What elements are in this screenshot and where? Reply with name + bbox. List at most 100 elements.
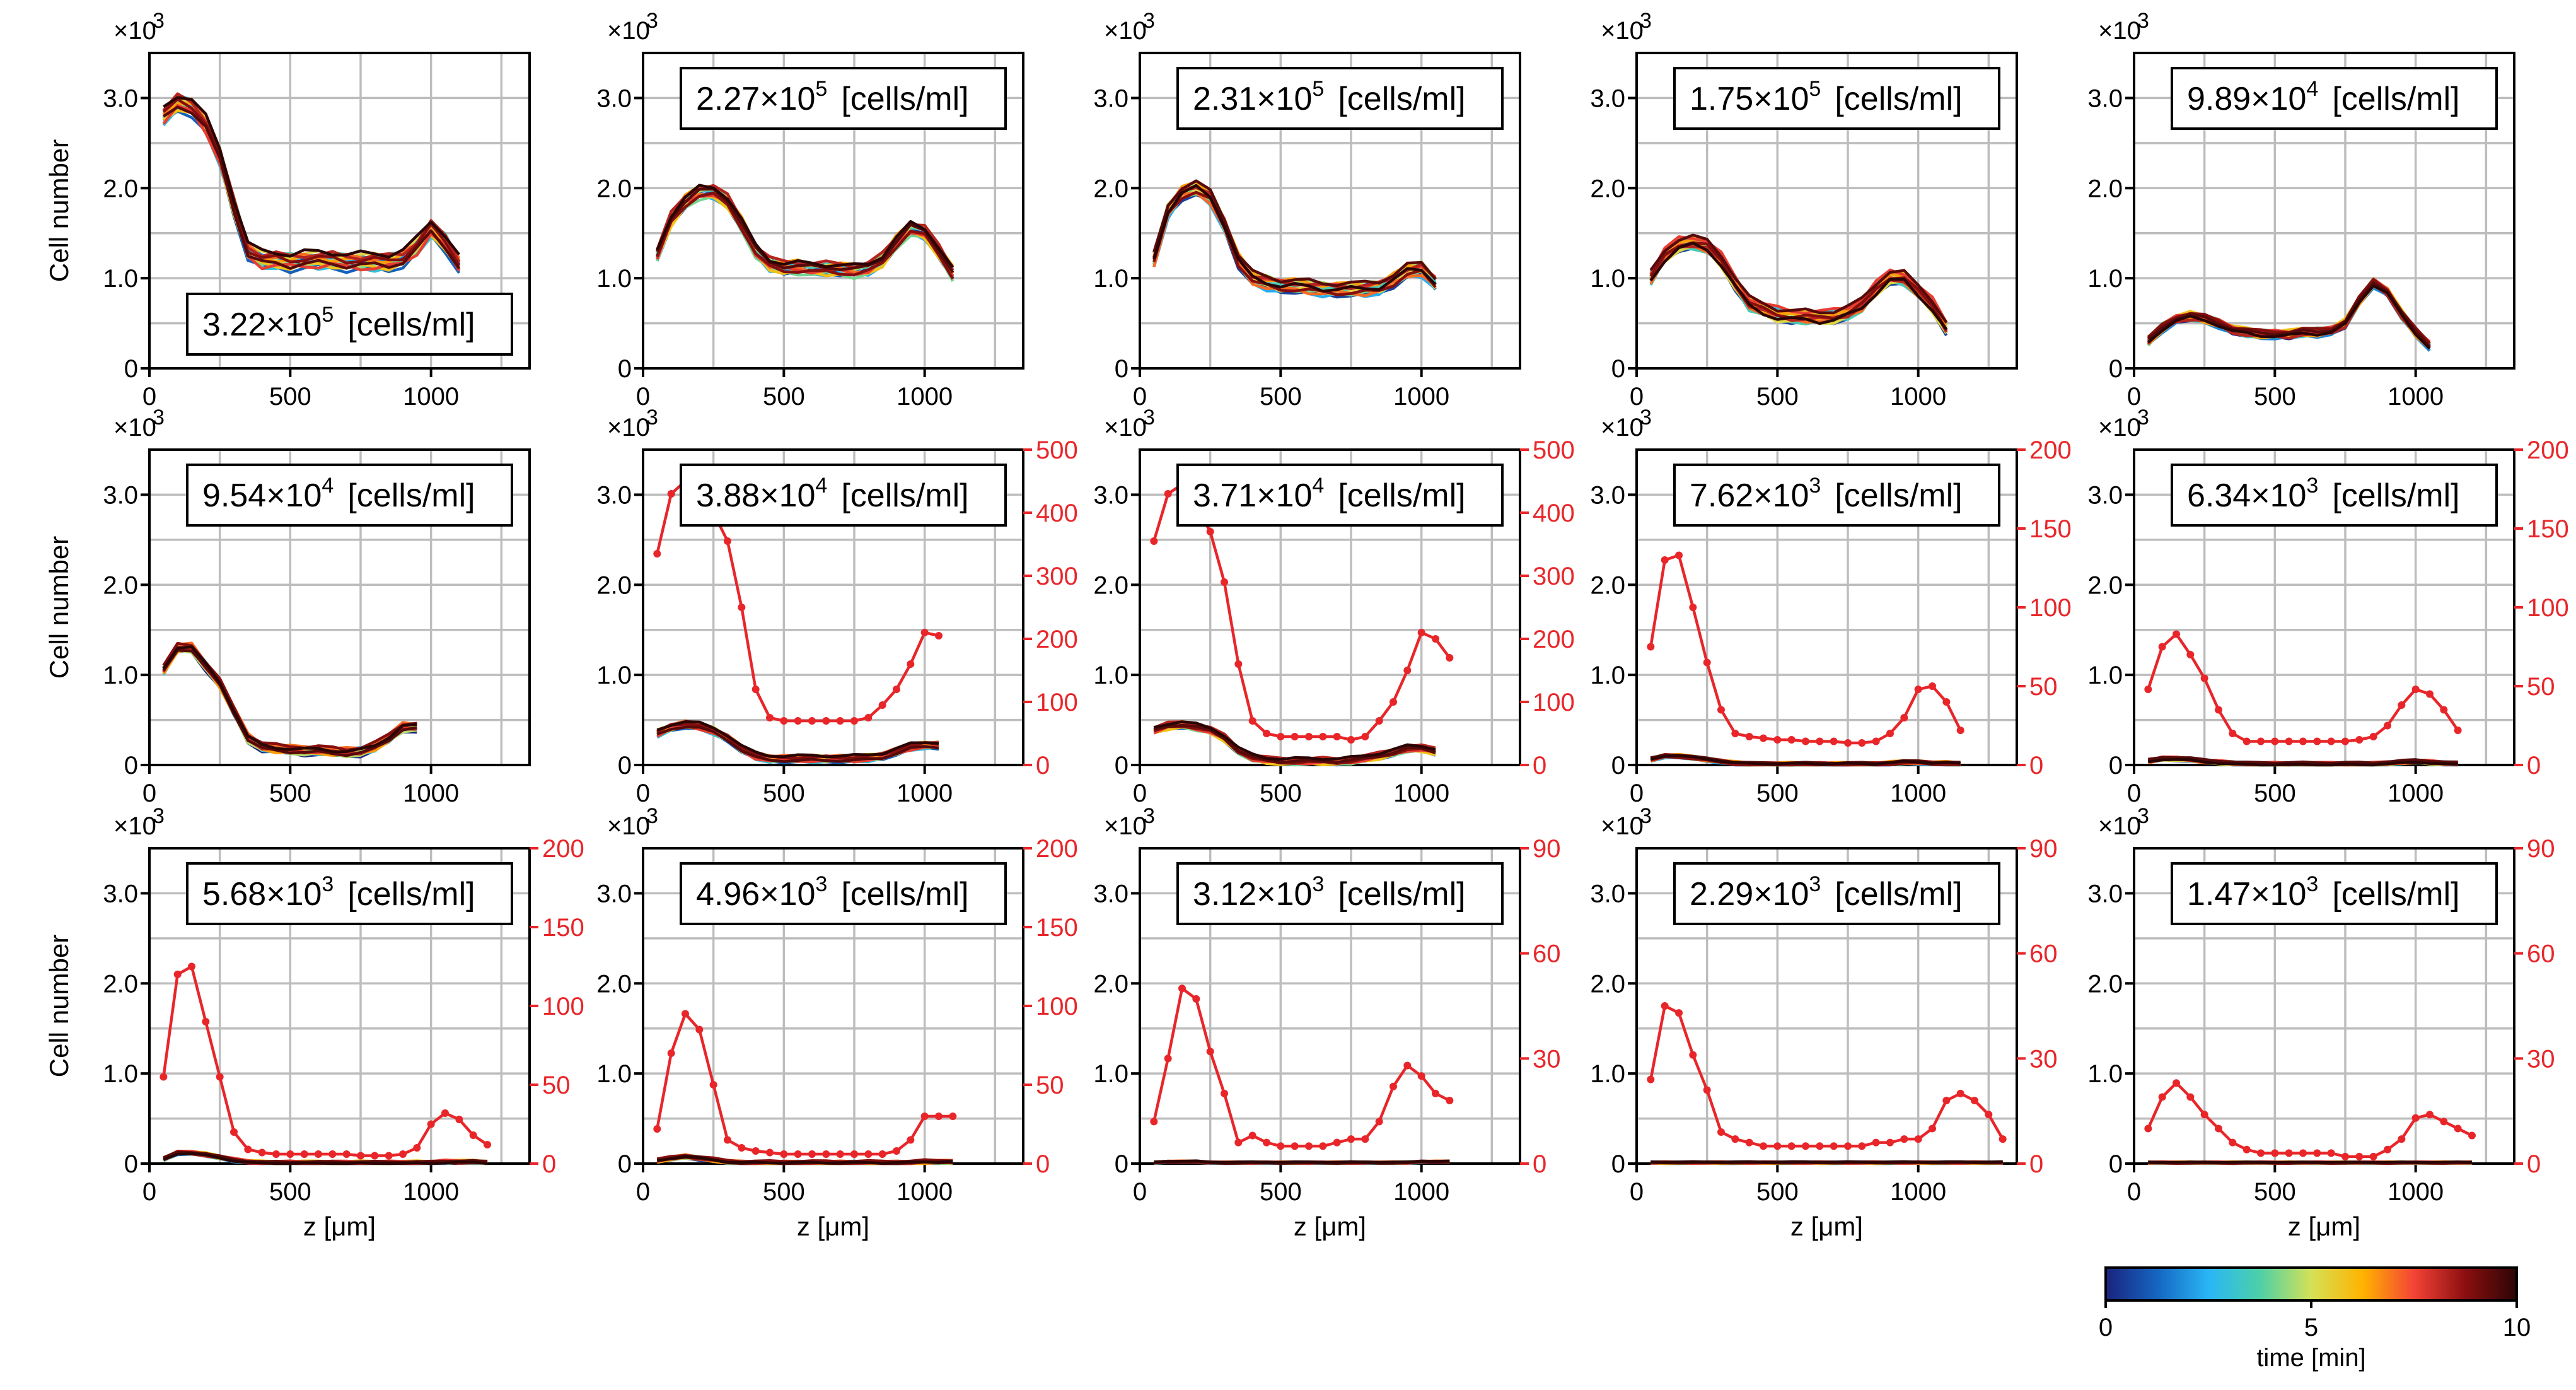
y-tick-label: 0	[124, 355, 138, 383]
red-series-point	[667, 1049, 675, 1057]
red-series-point	[1816, 737, 1824, 745]
red-series-point	[780, 1150, 788, 1158]
x-tick-label: 500	[763, 780, 805, 807]
red-series-point	[1971, 1097, 1978, 1104]
red-series-point	[1263, 1138, 1270, 1147]
x-tick-label: 500	[1756, 780, 1799, 807]
y-scale-exponent: 3	[646, 9, 658, 33]
y-scale-label: ×10	[1601, 812, 1644, 840]
y2-tick-label: 200	[2527, 436, 2569, 464]
x-tick-label: 0	[636, 780, 650, 807]
y-scale-exponent: 3	[153, 804, 165, 828]
concentration-label-box	[186, 464, 513, 527]
red-series-point	[878, 1150, 886, 1158]
x-tick-label: 0	[142, 1178, 156, 1206]
concentration-mantissa: 7.62×10	[1690, 477, 1809, 514]
concentration-exponent: 5	[1312, 77, 1324, 101]
concentration-exponent: 3	[2306, 872, 2318, 896]
red-series-point	[2271, 737, 2279, 745]
x-axis-title: z [μm]	[2288, 1212, 2360, 1241]
y-tick-label: 2.0	[1590, 175, 1625, 202]
red-series-point	[1956, 727, 1964, 734]
red-series-point	[2369, 733, 2377, 740]
red-series-point	[1221, 578, 1228, 586]
y2-tick-label: 100	[542, 993, 584, 1020]
red-series-point	[216, 1073, 224, 1081]
y2-tick-label: 100	[2029, 594, 2072, 622]
red-series-point	[427, 1120, 435, 1128]
y2-tick-label: 0	[2527, 752, 2541, 780]
y-tick-label: 3.0	[1093, 481, 1128, 509]
red-series-point	[709, 1081, 717, 1089]
x-tick-label: 1000	[896, 383, 953, 411]
red-series-point	[1192, 995, 1200, 1003]
y-tick-label: 1.0	[2087, 265, 2123, 293]
red-series-point	[2257, 1149, 2265, 1157]
concentration-mantissa: 6.34×10	[2187, 477, 2306, 514]
red-series-point	[1886, 730, 1894, 737]
y2-tick-label: 100	[2527, 594, 2569, 622]
red-series-point	[188, 962, 195, 971]
concentration-label-box	[1673, 862, 2000, 925]
plot-frame	[642, 448, 1024, 766]
red-series-point	[2158, 1093, 2166, 1101]
red-series-point	[1731, 730, 1739, 737]
x-tick-label: 500	[1260, 383, 1302, 411]
y-tick-label: 2.0	[596, 970, 632, 998]
concentration-label-box	[680, 464, 1007, 527]
y2-tick-label: 150	[542, 914, 584, 942]
red-series-point	[2144, 686, 2152, 693]
red-series-point	[2257, 737, 2265, 745]
red-series-point	[738, 1144, 746, 1152]
red-series-point	[2186, 651, 2195, 658]
red-series-point	[2215, 706, 2222, 714]
red-series-point	[822, 1150, 830, 1158]
red-series-point	[2327, 1149, 2335, 1157]
red-series-point	[1333, 1138, 1341, 1147]
y2-tick-label: 50	[2029, 673, 2058, 701]
concentration-unit: [cells/ml]	[841, 876, 968, 913]
time-series-line	[163, 1150, 488, 1164]
red-series-point	[413, 1144, 421, 1152]
red-series-point	[1956, 1089, 1964, 1097]
x-axis-title: z [μm]	[797, 1212, 869, 1241]
red-series-point	[385, 1152, 393, 1160]
red-series-point	[1787, 736, 1796, 744]
y-tick-label: 0	[1611, 752, 1625, 780]
red-series-point	[1844, 1142, 1852, 1150]
y2-tick-label: 300	[1036, 563, 1078, 590]
y-tick-label: 1.0	[103, 265, 138, 293]
red-series-line	[2147, 632, 2459, 743]
red-series-point	[2186, 1093, 2195, 1101]
concentration-label: 1.75×105 [cells/ml]	[1690, 77, 1963, 117]
y2-tick-label: 200	[1036, 835, 1078, 863]
y-scale-label: ×10	[113, 17, 156, 45]
red-series-point	[357, 1152, 364, 1160]
red-series-point	[907, 660, 915, 668]
red-series-point	[878, 701, 886, 709]
red-series-point	[2229, 1138, 2237, 1147]
y-scale-exponent: 3	[646, 804, 658, 828]
y2-tick-label: 0	[2029, 752, 2043, 780]
y-tick-label: 1.0	[596, 265, 632, 293]
red-series-point	[1830, 1142, 1838, 1150]
red-series-point	[2285, 1149, 2293, 1157]
red-series-point	[2440, 706, 2448, 714]
y-tick-label: 2.0	[1590, 970, 1625, 998]
y2-tick-label: 150	[2029, 515, 2072, 543]
concentration-exponent: 4	[815, 474, 827, 498]
red-series-point	[2313, 737, 2321, 745]
time-series-line	[656, 720, 939, 759]
concentration-label: 4.96×103 [cells/ml]	[696, 872, 969, 913]
x-tick-label: 0	[1133, 1178, 1147, 1206]
y-tick-label: 0	[1115, 355, 1128, 383]
x-tick-label: 0	[2127, 780, 2141, 807]
panel-9: 0 500 100001.02.03.0×1030501001502007.62×1…	[1590, 406, 2071, 807]
red-series-point	[1985, 1111, 1993, 1119]
panel-6: 0 500 1000 0 1.0 2.0 3.0 ×103 Cell number 9.54×10…	[44, 406, 531, 807]
concentration-exponent: 4	[2306, 77, 2318, 101]
red-series-point	[300, 1150, 308, 1158]
red-series-point	[1703, 1086, 1711, 1094]
